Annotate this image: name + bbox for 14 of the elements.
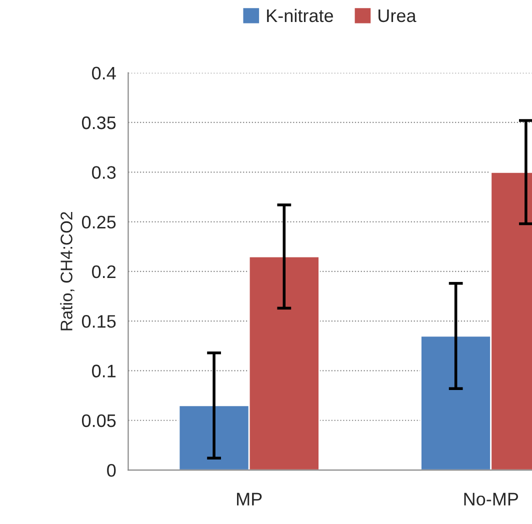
x-tick-label: MP [237,492,262,506]
x-tick-label: No-MP [464,492,518,506]
y-tick-label: 0.3 [92,166,116,179]
y-tick-label: 0.15 [82,315,116,328]
y-tick-label: 0.1 [92,364,116,378]
y-tick-label: 0 [107,464,116,477]
legend-label: Urea [378,10,416,22]
y-axis-title: Ratio, CH4:CO2 [60,212,74,330]
y-tick-label: 0.2 [92,265,116,278]
y-tick-label: 0.4 [92,66,116,80]
y-tick-label: 0.35 [82,116,116,130]
legend-label: K-nitrate [267,8,334,22]
y-tick-label: 0.05 [82,414,116,428]
y-tick-label: 0.25 [82,216,116,229]
